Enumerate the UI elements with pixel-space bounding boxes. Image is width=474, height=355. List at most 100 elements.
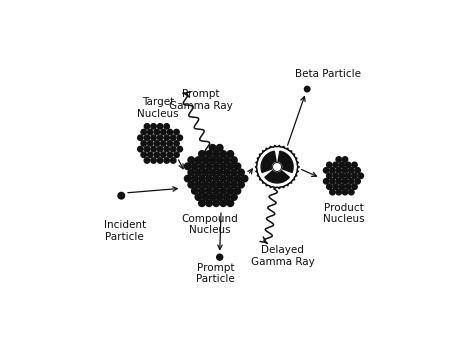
Circle shape [147, 129, 153, 135]
Circle shape [339, 162, 345, 168]
Circle shape [157, 124, 163, 129]
Circle shape [199, 151, 205, 157]
Circle shape [137, 146, 143, 152]
Circle shape [330, 168, 335, 173]
Circle shape [188, 157, 194, 163]
Circle shape [234, 175, 241, 182]
Circle shape [167, 141, 173, 146]
Circle shape [238, 169, 244, 176]
Text: Product
Nucleus: Product Nucleus [323, 203, 365, 224]
Circle shape [231, 169, 237, 176]
Circle shape [206, 187, 212, 194]
Circle shape [154, 152, 160, 158]
Circle shape [157, 135, 163, 141]
Circle shape [210, 181, 216, 188]
Circle shape [151, 135, 156, 141]
Circle shape [164, 135, 169, 141]
Circle shape [202, 194, 209, 200]
Circle shape [327, 184, 332, 190]
Circle shape [327, 162, 332, 168]
Text: Prompt
Gamma Ray: Prompt Gamma Ray [169, 89, 232, 111]
Circle shape [348, 168, 354, 173]
Circle shape [144, 146, 150, 152]
Circle shape [164, 146, 169, 152]
Circle shape [217, 157, 223, 163]
Circle shape [220, 187, 227, 194]
Circle shape [342, 157, 348, 162]
Circle shape [210, 157, 216, 163]
Circle shape [202, 181, 209, 188]
Circle shape [199, 175, 205, 182]
Polygon shape [278, 151, 293, 173]
Circle shape [195, 194, 201, 200]
Circle shape [224, 169, 230, 176]
Circle shape [191, 175, 198, 182]
Circle shape [199, 187, 205, 194]
Circle shape [323, 168, 329, 173]
Circle shape [141, 129, 146, 135]
Circle shape [238, 181, 244, 188]
Text: Delayed
Gamma Ray: Delayed Gamma Ray [251, 245, 314, 267]
Circle shape [161, 152, 166, 158]
Circle shape [213, 175, 219, 182]
Circle shape [217, 254, 223, 260]
Circle shape [195, 181, 201, 188]
Circle shape [151, 146, 156, 152]
Circle shape [346, 184, 351, 190]
Circle shape [206, 175, 212, 182]
Circle shape [154, 129, 160, 135]
Circle shape [167, 129, 173, 135]
Text: Compound
Nucleus: Compound Nucleus [182, 214, 238, 235]
Circle shape [206, 151, 212, 157]
Text: Target
Nucleus: Target Nucleus [137, 97, 179, 119]
Circle shape [352, 162, 357, 168]
Text: Beta Particle: Beta Particle [295, 69, 361, 79]
Circle shape [220, 163, 227, 170]
Circle shape [333, 184, 338, 190]
Circle shape [273, 163, 282, 171]
Circle shape [161, 129, 166, 135]
Circle shape [231, 157, 237, 163]
Circle shape [342, 168, 348, 173]
Circle shape [220, 151, 227, 157]
Circle shape [346, 162, 351, 168]
Circle shape [327, 173, 332, 179]
Circle shape [227, 187, 234, 194]
Circle shape [164, 124, 169, 129]
Circle shape [184, 175, 191, 182]
Circle shape [202, 169, 209, 176]
Circle shape [348, 179, 354, 184]
Circle shape [336, 157, 341, 162]
Circle shape [217, 181, 223, 188]
Circle shape [184, 163, 191, 170]
Circle shape [333, 162, 338, 168]
Circle shape [174, 129, 179, 135]
Circle shape [177, 135, 182, 141]
Circle shape [199, 200, 205, 207]
Circle shape [220, 175, 227, 182]
Circle shape [157, 146, 163, 152]
Circle shape [213, 151, 219, 157]
Circle shape [174, 152, 179, 158]
Polygon shape [261, 151, 276, 173]
Circle shape [202, 157, 209, 163]
Circle shape [195, 169, 201, 176]
Text: Incident
Particle: Incident Particle [104, 220, 146, 242]
Circle shape [224, 157, 230, 163]
Circle shape [188, 181, 194, 188]
Circle shape [336, 179, 341, 184]
Circle shape [346, 173, 351, 179]
Circle shape [227, 163, 234, 170]
Circle shape [154, 141, 160, 146]
Circle shape [217, 169, 223, 176]
Circle shape [141, 141, 146, 146]
Circle shape [339, 173, 345, 179]
Circle shape [144, 124, 150, 129]
Circle shape [227, 200, 234, 207]
Circle shape [147, 141, 153, 146]
Circle shape [339, 184, 345, 190]
Circle shape [167, 152, 173, 158]
Circle shape [137, 135, 143, 141]
Circle shape [342, 179, 348, 184]
Circle shape [210, 144, 216, 151]
